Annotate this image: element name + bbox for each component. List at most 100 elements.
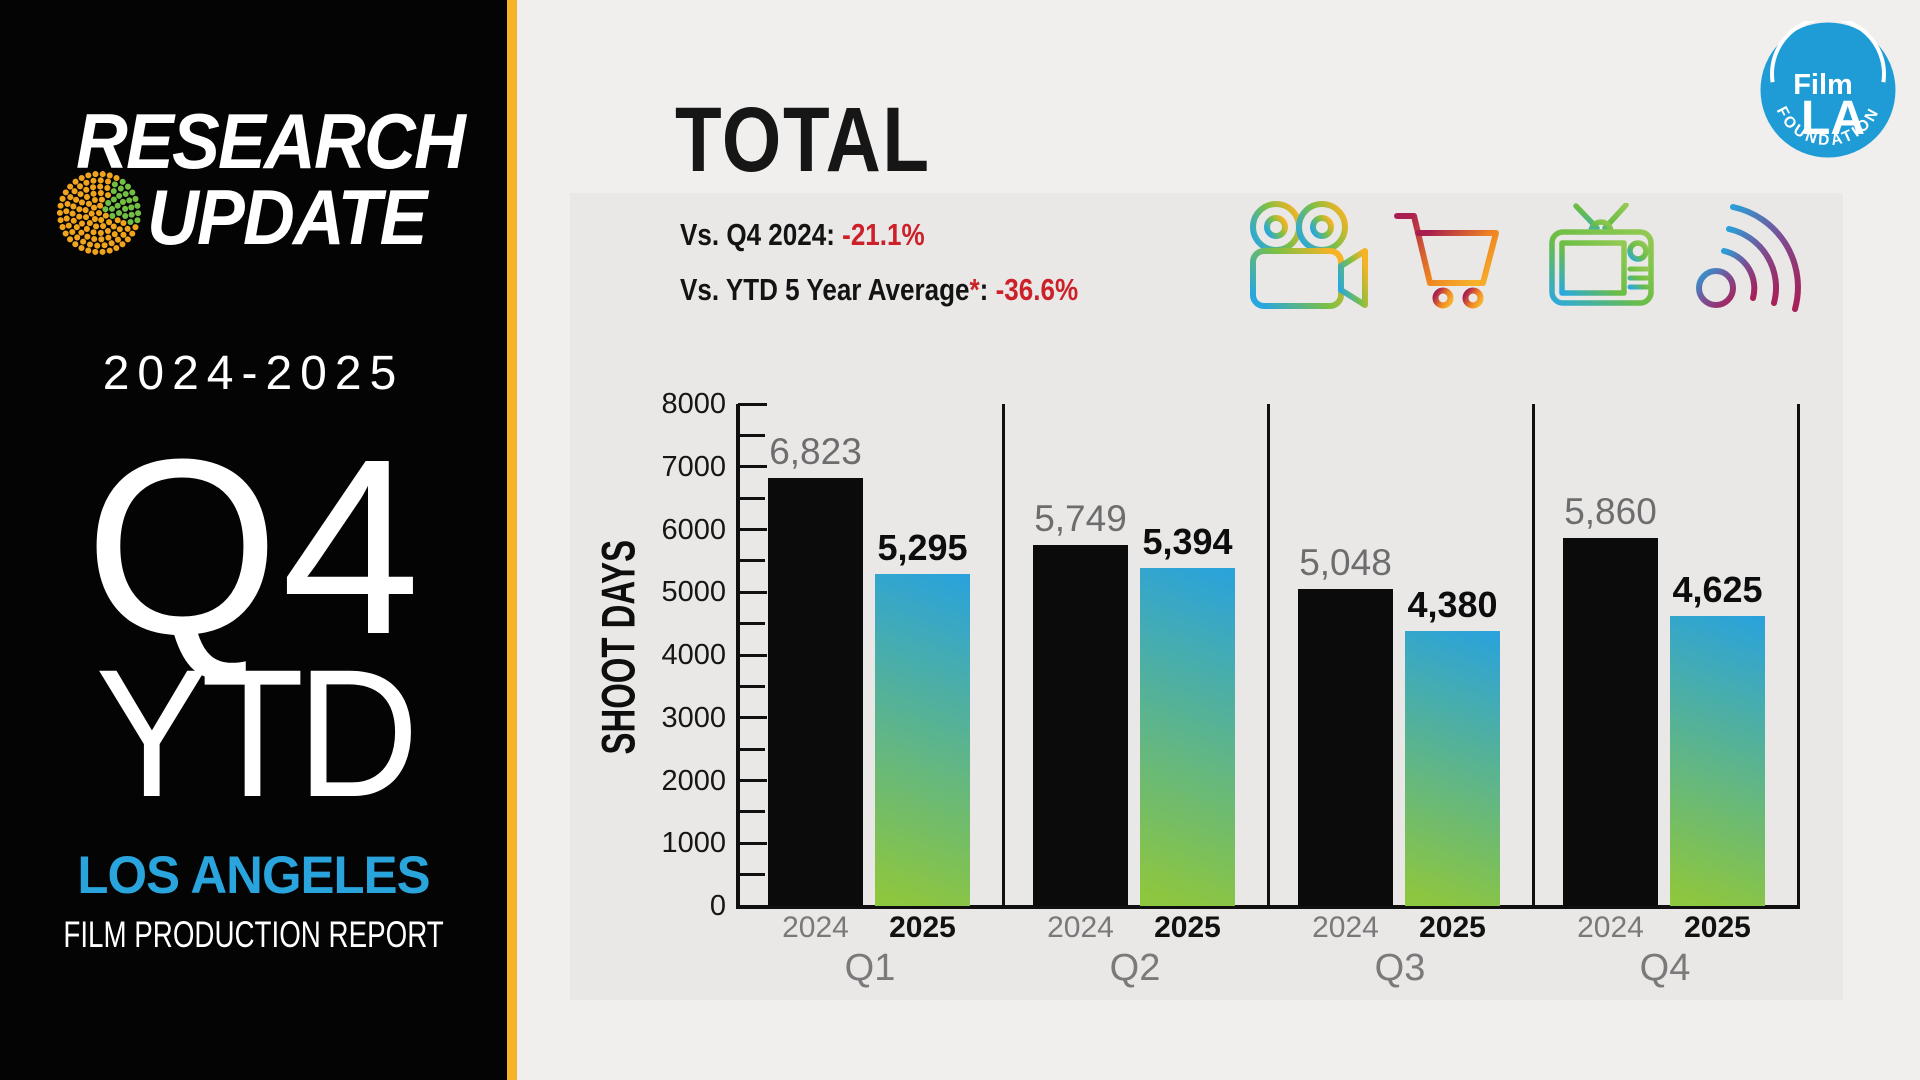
pie-dot-orange xyxy=(120,231,127,238)
city-label: LOS ANGELES xyxy=(77,846,430,905)
x-label-2024-q2: 2024 xyxy=(1047,911,1114,944)
x-axis-line xyxy=(736,905,1800,909)
value-label-2024-q3: 5,048 xyxy=(1299,542,1392,584)
pie-dot-orange xyxy=(91,216,98,223)
pie-dot-orange xyxy=(86,220,93,227)
pie-dot-orange xyxy=(78,244,85,252)
pie-dot-orange xyxy=(90,204,98,211)
pie-dot-orange xyxy=(116,226,123,233)
pie-dot-green xyxy=(126,197,133,204)
pie-dot-orange xyxy=(77,183,84,190)
pie-dot-orange xyxy=(124,236,131,243)
pie-dot-orange xyxy=(90,177,97,184)
stat-vs-q4: Vs. Q4 2024: -21.1% xyxy=(680,216,925,255)
pie-dot-green xyxy=(119,198,126,205)
bar-2024-q3 xyxy=(1298,589,1393,906)
pie-dot-orange xyxy=(86,241,94,248)
pie-dot-orange xyxy=(106,247,113,254)
pie-dot-green xyxy=(114,202,121,209)
y-tick-label: 6000 xyxy=(661,513,726,546)
pie-dot-green xyxy=(128,211,135,218)
pie-dot-orange xyxy=(105,234,112,241)
bar-2025-q1 xyxy=(875,573,970,906)
y-tick-label: 1000 xyxy=(661,827,726,860)
pie-dot-orange xyxy=(76,206,83,213)
pie-dot-green xyxy=(110,188,117,195)
pie-dot-orange xyxy=(90,229,97,236)
logo-la-text: LA xyxy=(1801,92,1865,145)
pie-dot-orange xyxy=(62,230,69,237)
filmla-foundation-logo: Film LA FOUNDATION xyxy=(1760,21,1896,158)
quarter-label: Q4 xyxy=(84,407,423,686)
pie-dot-orange xyxy=(92,248,99,255)
pie-dot-orange xyxy=(69,228,76,235)
x-label-2024-q1: 2024 xyxy=(782,911,849,944)
value-label-2025-q4: 4,625 xyxy=(1672,568,1763,610)
pie-dot-orange xyxy=(114,236,121,243)
pie-dot-orange xyxy=(57,202,64,209)
pie-dot-orange xyxy=(91,196,98,204)
pie-dot-orange xyxy=(98,217,105,224)
y-tick-label: 7000 xyxy=(661,450,726,483)
y-major-tick xyxy=(738,402,767,406)
pie-dot-orange xyxy=(99,248,106,255)
y-major-tick xyxy=(738,590,767,594)
pie-dot-green xyxy=(119,178,126,185)
pie-dot-orange xyxy=(101,242,108,249)
pie-dot-orange xyxy=(97,183,104,190)
pie-dot-orange xyxy=(63,215,70,222)
value-label-2024-q4: 5,860 xyxy=(1564,491,1657,533)
dotted-pie-chart-icon xyxy=(56,171,142,255)
y-minor-tick xyxy=(738,810,765,814)
quarter-label-q2: Q2 xyxy=(1109,947,1161,989)
y-tick-label: 3000 xyxy=(661,701,726,734)
pie-dot-orange xyxy=(67,236,74,243)
pie-dot-orange xyxy=(95,209,103,217)
pie-dot-orange xyxy=(67,183,74,190)
pie-dot-orange xyxy=(82,214,90,221)
pie-dot-orange xyxy=(124,225,131,232)
pie-dot-orange xyxy=(78,229,85,236)
pie-dot-green xyxy=(122,213,129,220)
brand-update: UPDATE xyxy=(147,173,428,261)
sidebar: RESEARCH UPDATE 2024-2025 Q4 YTD LOS ANG… xyxy=(0,0,507,1080)
x-label-2024-q3: 2024 xyxy=(1312,911,1379,944)
quarter-separator xyxy=(1002,404,1005,906)
pie-dot-green xyxy=(132,195,139,202)
y-minor-tick xyxy=(738,496,765,500)
pie-dot-green xyxy=(135,210,142,217)
quarter-separator xyxy=(1532,404,1535,906)
pie-dot-orange xyxy=(98,236,105,243)
y-tick-label: 8000 xyxy=(661,388,726,420)
y-tick-label: 0 xyxy=(709,890,726,922)
pie-dot-orange xyxy=(110,223,117,230)
pie-dot-orange xyxy=(85,200,92,207)
pie-dot-orange xyxy=(97,229,104,236)
y-tick-label: 4000 xyxy=(661,639,726,671)
y-major-tick xyxy=(738,465,767,469)
y-minor-tick xyxy=(738,433,765,437)
pie-dot-orange xyxy=(84,233,91,240)
pie-dot-orange xyxy=(78,199,86,206)
pie-dot-orange xyxy=(97,190,104,197)
pie-dot-orange xyxy=(56,209,63,216)
footnote-asterisk: * xyxy=(969,272,980,307)
pie-dot-orange xyxy=(59,224,66,231)
pie-dot-green xyxy=(111,181,118,188)
quarter-separator xyxy=(1797,404,1800,906)
y-minor-tick xyxy=(738,684,765,688)
pie-dot-orange xyxy=(108,240,115,247)
pie-dot-green xyxy=(116,209,123,217)
pie-dot-orange xyxy=(69,210,76,217)
pie-dot-orange xyxy=(98,196,105,203)
pie-dot-orange xyxy=(83,193,91,200)
pie-dot-green xyxy=(134,217,141,224)
pie-dot-orange xyxy=(102,212,109,219)
y-tick-label: 5000 xyxy=(661,576,726,609)
quarter-label-q4: Q4 xyxy=(1639,947,1691,989)
pie-dot-orange xyxy=(74,234,81,241)
pie-dot-orange xyxy=(111,231,118,238)
stat-vs-q4-value: -21.1% xyxy=(842,217,925,252)
y-axis-line xyxy=(736,404,740,908)
